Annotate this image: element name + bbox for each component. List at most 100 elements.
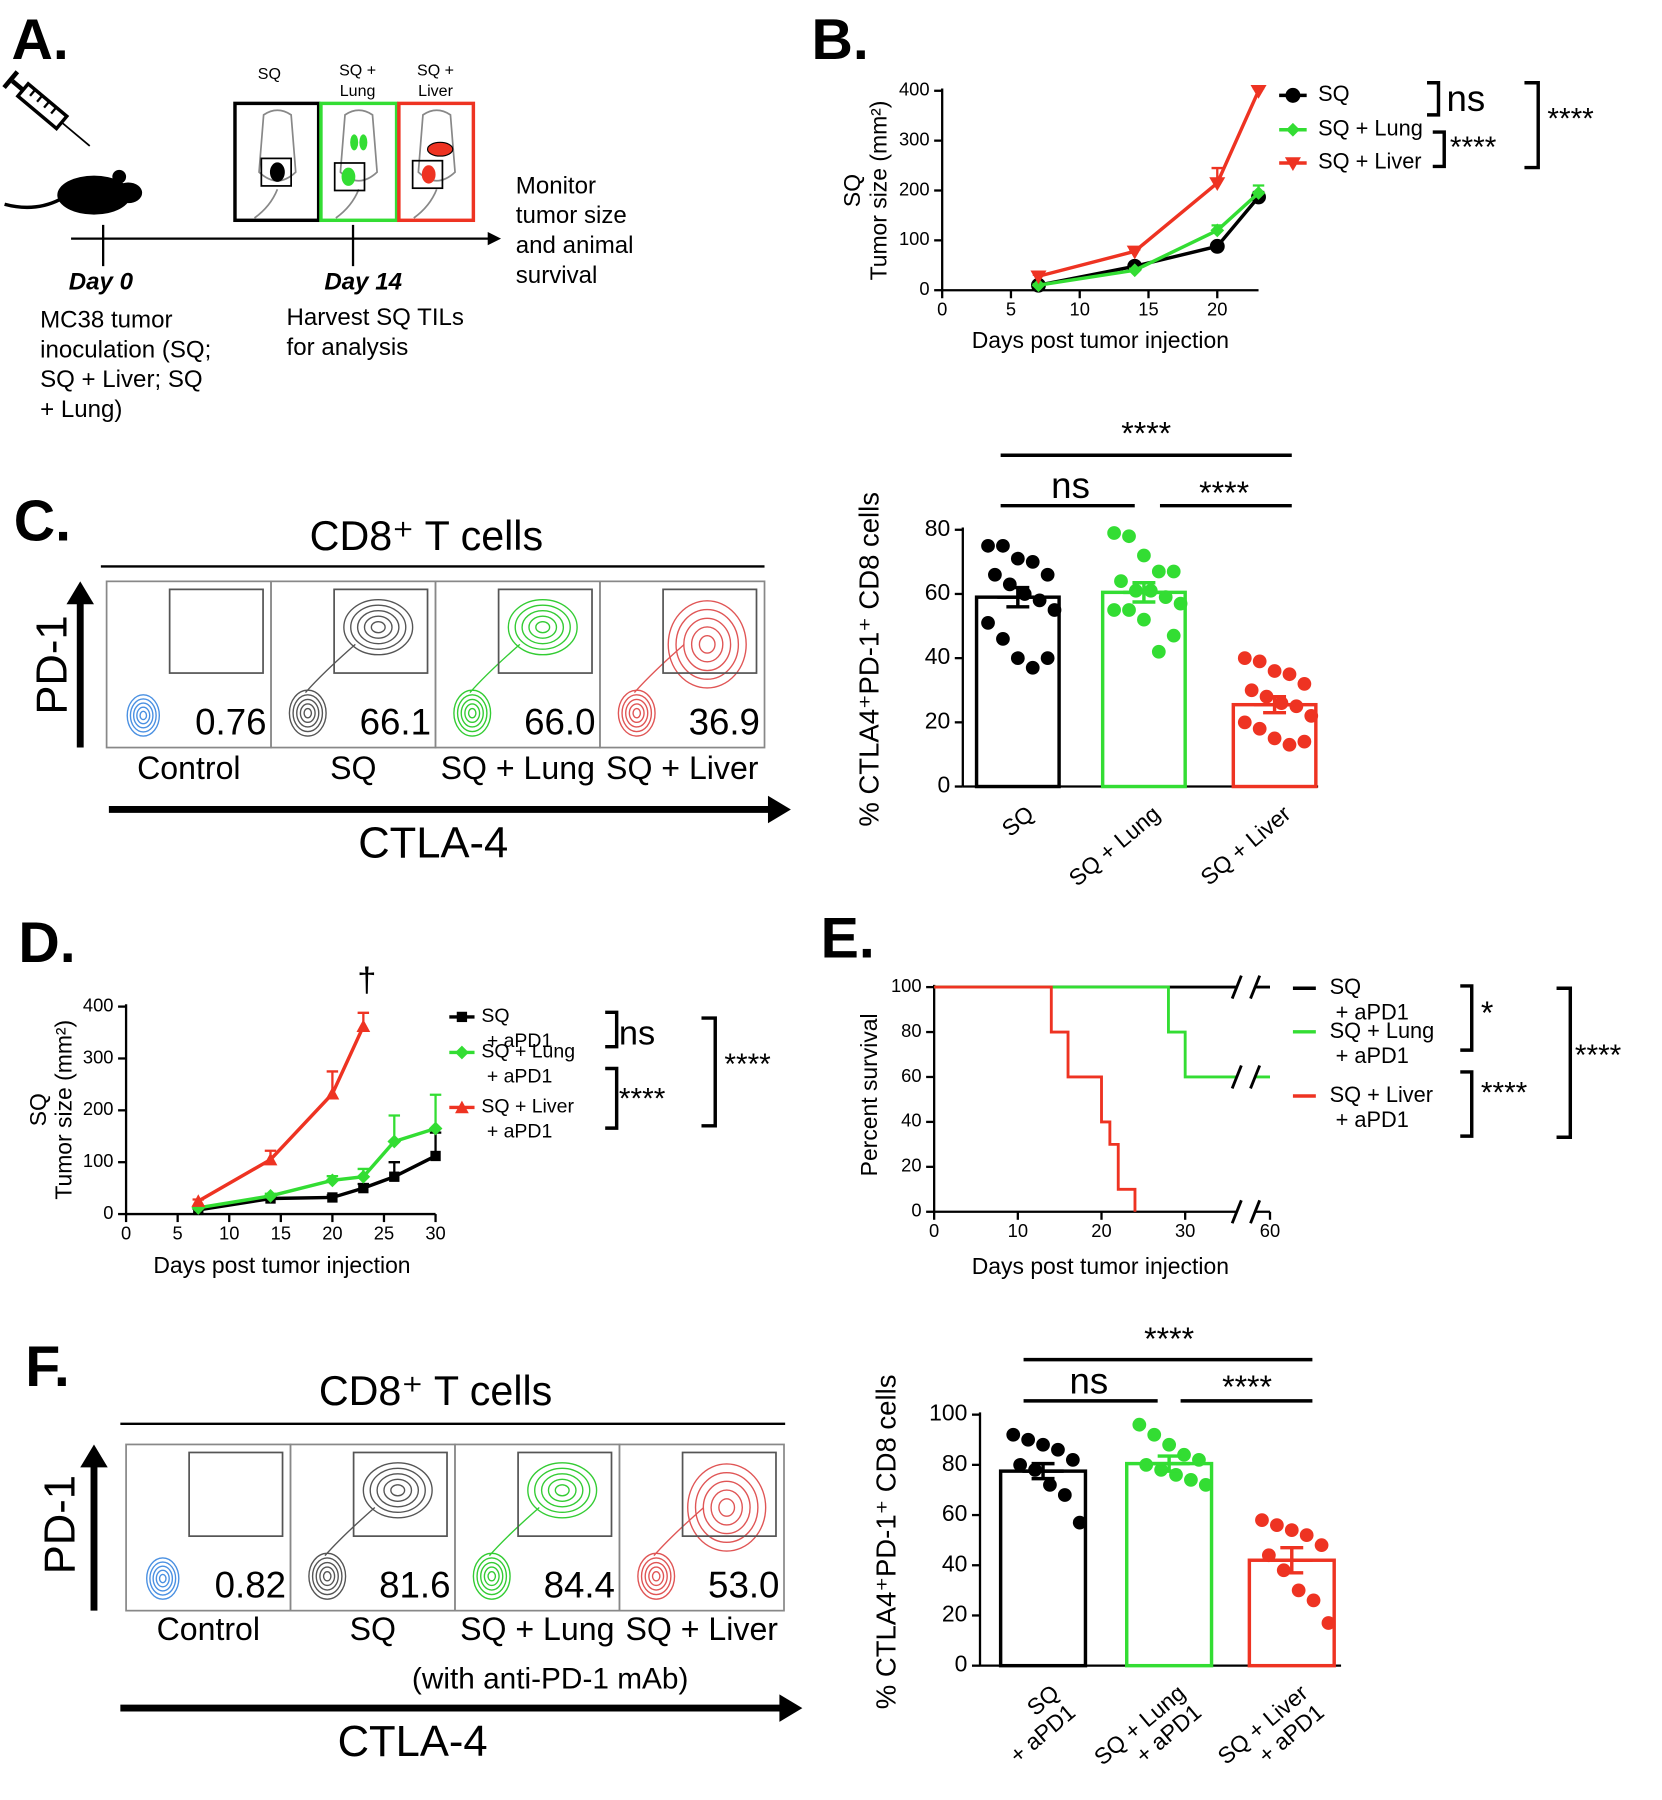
break-mark xyxy=(1249,1199,1262,1224)
marker xyxy=(1030,270,1047,285)
significance-bracket xyxy=(1432,130,1446,169)
gate-value: 0.82 xyxy=(215,1564,286,1605)
panel-label: E. xyxy=(821,907,875,971)
annotation: **** xyxy=(1547,102,1594,135)
panel-label: F. xyxy=(25,1335,70,1399)
sample-label: SQ + Liver xyxy=(606,750,759,786)
contour xyxy=(534,1467,591,1513)
data-point xyxy=(1269,1518,1284,1532)
data-point xyxy=(1255,1513,1269,1527)
data-point xyxy=(981,615,995,630)
axis-break xyxy=(1236,980,1256,1217)
sample-label: SQ xyxy=(350,1611,396,1647)
data-point xyxy=(1025,554,1040,569)
y-tick-label: 0 xyxy=(919,278,929,299)
data-point xyxy=(1040,567,1055,582)
gate-value: 66.0 xyxy=(524,701,595,742)
y-tick-label: 80 xyxy=(942,1450,967,1476)
contour xyxy=(476,1557,508,1596)
y-tick-label: 400 xyxy=(899,79,930,100)
legend-label: SQ xyxy=(1318,81,1349,106)
marker xyxy=(263,1152,278,1166)
marker xyxy=(327,1192,338,1203)
mouse xyxy=(4,169,143,215)
data-point xyxy=(1162,1437,1177,1452)
data-point xyxy=(1282,667,1297,682)
data-point xyxy=(1013,1457,1028,1472)
x-axis-title: Days post tumor injection xyxy=(972,1253,1229,1279)
contour xyxy=(292,694,324,733)
contour xyxy=(687,1463,767,1552)
contour xyxy=(136,706,151,725)
data-point xyxy=(1284,1523,1299,1537)
day-text: + Lung) xyxy=(40,396,122,423)
monitor-text: Monitor xyxy=(516,172,596,199)
axis-title: CTLA-4 xyxy=(358,820,508,868)
contour xyxy=(383,1478,413,1502)
data-point xyxy=(1122,529,1136,544)
legend-label: SQ + Lung + aPD1 xyxy=(481,1041,575,1088)
contour xyxy=(158,1573,167,1584)
y-tick-label: 100 xyxy=(929,1400,967,1426)
contour xyxy=(547,1478,577,1502)
contour xyxy=(690,626,724,663)
gate xyxy=(333,588,429,674)
contour xyxy=(324,1506,376,1557)
gate xyxy=(168,588,264,674)
data-point xyxy=(1306,1593,1321,1608)
panel-label: B. xyxy=(812,8,869,72)
data-point xyxy=(1267,664,1282,678)
group-label: Lung xyxy=(340,82,376,100)
break-mark xyxy=(1249,1064,1262,1089)
data-point xyxy=(996,538,1010,553)
contour xyxy=(132,702,154,729)
marker xyxy=(455,1100,469,1114)
contour xyxy=(540,1473,584,1508)
data-point xyxy=(1114,574,1128,589)
text-line: SQ + Liver xyxy=(481,1096,574,1118)
data-point xyxy=(1282,737,1297,752)
contour xyxy=(152,1565,174,1592)
annotation: **** xyxy=(619,1082,666,1115)
legend-label: SQ + Lung xyxy=(1318,115,1423,140)
axis-title: PD-1 xyxy=(29,615,77,714)
contour xyxy=(535,621,551,634)
break-mark xyxy=(1230,1064,1243,1089)
survival-curve xyxy=(934,985,1137,1212)
data-point xyxy=(1122,603,1136,617)
syringe xyxy=(2,70,91,147)
data-point xyxy=(1151,564,1166,579)
contour xyxy=(155,1569,170,1588)
x-tick-label: 10 xyxy=(219,1223,239,1244)
y-tick-label: 100 xyxy=(83,1150,114,1171)
day-label: Day 0 xyxy=(69,269,134,296)
text-line: SQ xyxy=(1330,974,1361,999)
data-point xyxy=(1304,709,1319,723)
x-axis-title: Days post tumor injection xyxy=(153,1252,410,1278)
marker xyxy=(1250,85,1267,99)
x-tick-label: 5 xyxy=(1006,299,1016,320)
contour xyxy=(149,1561,177,1596)
marker xyxy=(456,1011,468,1023)
gate-value: 36.9 xyxy=(689,701,760,742)
bar xyxy=(1125,1461,1214,1668)
contour xyxy=(675,608,740,680)
legend-label: SQ + aPD1 xyxy=(1330,974,1409,1024)
gate-value: 53.0 xyxy=(708,1564,779,1605)
series-line xyxy=(1038,191,1260,287)
flow-title: CD8⁺ T cells xyxy=(310,513,543,559)
error-bar xyxy=(1271,1545,1313,1575)
x-tick-label: 20 xyxy=(1091,1220,1111,1241)
annotation: **** xyxy=(1222,1369,1272,1405)
marker xyxy=(1284,157,1301,172)
y-axis-title: SQ xyxy=(25,1093,51,1126)
text-line: + aPD1 xyxy=(481,1121,552,1143)
contour xyxy=(362,1462,433,1519)
contour xyxy=(146,1557,180,1600)
contour xyxy=(648,1566,665,1587)
y-tick-label: 40 xyxy=(925,643,950,669)
break-mark xyxy=(1249,975,1262,1000)
contour xyxy=(710,1489,743,1526)
data-point xyxy=(988,567,1002,582)
